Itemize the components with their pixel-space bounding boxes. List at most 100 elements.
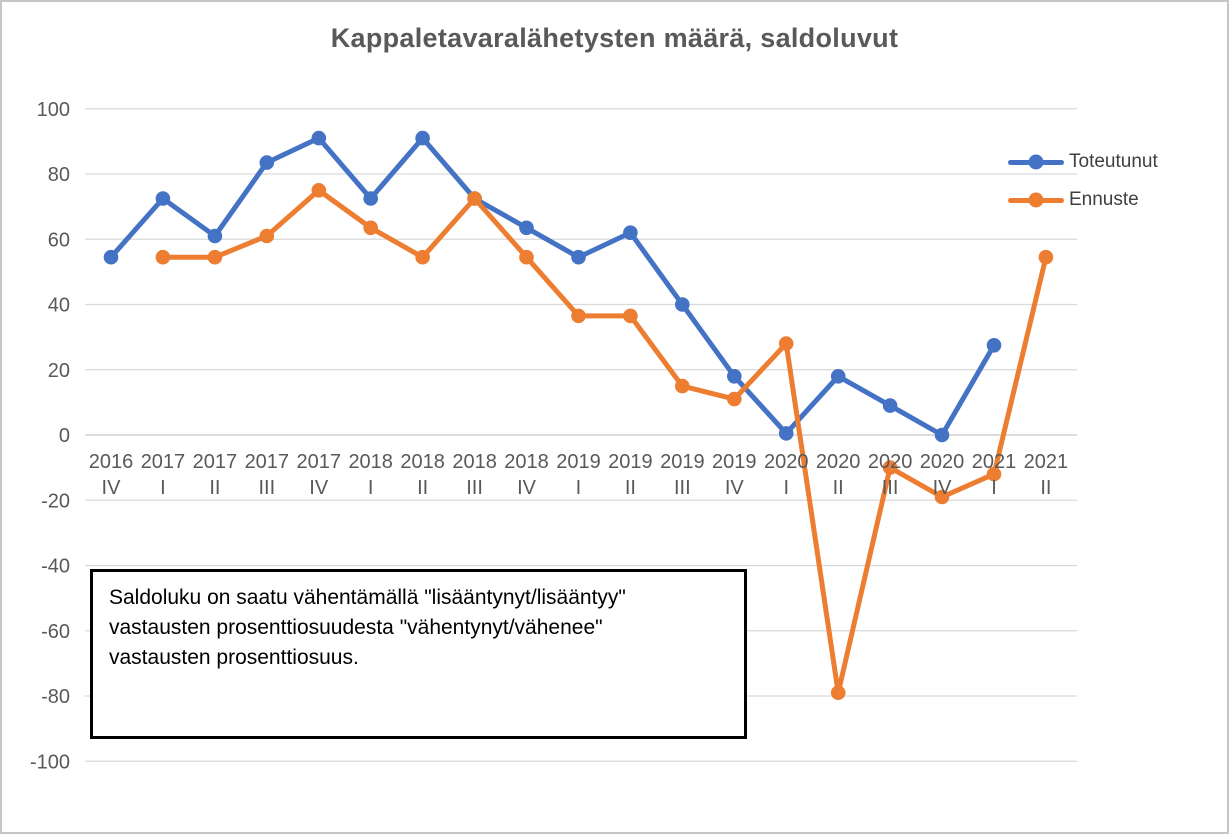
data-point-ennuste (1038, 249, 1054, 265)
annotation-line: Saldoluku on saatu vähentämällä "lisäänt… (109, 586, 626, 609)
x-tick-label-quarter: IV (725, 477, 745, 499)
y-tick-label: -40 (41, 556, 70, 578)
data-point-ennuste (571, 308, 586, 324)
data-point-ennuste (882, 460, 898, 475)
legend-item-toteutunut[interactable]: Toteutunut (1008, 143, 1158, 181)
data-point-toteutunut (986, 338, 1002, 353)
x-tick-label-quarter: III (674, 477, 691, 499)
data-point-ennuste (934, 489, 950, 505)
data-point-ennuste (519, 249, 534, 265)
x-tick-label-year: 2020 (764, 451, 809, 473)
data-point-toteutunut (571, 249, 586, 265)
chart-title: Kappaletavaralähetysten määrä, saldoluvu… (330, 23, 899, 53)
legend-label-ennuste: Ennuste (1069, 189, 1139, 210)
y-tick-label: 60 (48, 229, 70, 251)
data-point-ennuste (207, 249, 223, 265)
x-tick-label-year: 2019 (712, 451, 757, 473)
y-tick-label: -20 (41, 490, 70, 512)
data-point-ennuste (675, 378, 690, 394)
x-tick-label-year: 2019 (660, 451, 705, 473)
x-tick-label-year: 2019 (556, 451, 601, 473)
data-point-toteutunut (675, 297, 690, 312)
x-tick-label-quarter: I (576, 477, 582, 499)
y-tick-label: 40 (48, 295, 70, 317)
x-tick-label-quarter: III (258, 477, 275, 499)
data-point-ennuste (830, 685, 846, 700)
x-tick-label-quarter: I (160, 477, 166, 499)
x-tick-label-year: 2019 (608, 451, 653, 473)
data-point-ennuste (363, 220, 379, 236)
x-tick-label-quarter: III (466, 477, 483, 499)
data-point-toteutunut (363, 191, 379, 206)
x-tick-label-quarter: II (833, 477, 844, 499)
x-tick-label-quarter: II (1040, 477, 1051, 499)
legend: Toteutunut Ennuste (1008, 143, 1158, 219)
data-point-ennuste (986, 466, 1002, 482)
series-line-toteutunut (108, 135, 997, 438)
x-tick-label-year: 2020 (868, 451, 913, 473)
data-point-ennuste (727, 391, 742, 407)
data-point-toteutunut (830, 369, 846, 384)
x-tick-label-year: 2021 (972, 451, 1017, 473)
y-tick-label: -100 (30, 751, 70, 773)
data-point-toteutunut (415, 130, 430, 146)
x-tick-label-quarter: IV (517, 477, 537, 499)
data-point-ennuste (467, 191, 482, 206)
ennuste-line-marker-icon (1008, 192, 1064, 208)
x-tick-label-quarter: II (625, 477, 636, 499)
x-tick-label-quarter: IV (933, 477, 953, 499)
data-point-ennuste (155, 249, 171, 265)
x-tick-label-quarter: III (882, 477, 899, 499)
y-tick-label: -80 (41, 686, 70, 708)
data-point-toteutunut (103, 249, 119, 265)
data-point-toteutunut (727, 369, 742, 384)
series-line-ennuste (160, 187, 1049, 696)
legend-item-ennuste[interactable]: Ennuste (1008, 181, 1158, 219)
data-point-toteutunut (259, 155, 275, 170)
x-tick-label-quarter: I (783, 477, 789, 499)
data-point-toteutunut (934, 427, 950, 443)
y-tick-label: -60 (41, 621, 70, 643)
annotation-box[interactable]: Saldoluku on saatu vähentämällä "lisäänt… (90, 569, 747, 739)
x-tick-label-year: 2018 (452, 451, 497, 473)
x-tick-label-year: 2018 (348, 451, 393, 473)
x-tick-label-year: 2018 (504, 451, 549, 473)
y-tick-label: 80 (48, 164, 70, 186)
legend-label-toteutunut: Toteutunut (1069, 151, 1158, 172)
data-point-ennuste (311, 183, 327, 198)
x-tick-label-quarter: II (209, 477, 220, 499)
y-tick-label: 100 (37, 99, 70, 121)
data-point-toteutunut (778, 426, 794, 441)
x-tick-label-year: 2017 (297, 451, 342, 473)
data-point-toteutunut (155, 191, 171, 206)
toteutunut-line-marker-icon (1008, 154, 1064, 170)
data-point-toteutunut (623, 225, 638, 240)
x-tick-label-year: 2017 (141, 451, 186, 473)
x-tick-label-year: 2018 (400, 451, 445, 473)
annotation-line: vastausten prosenttiosuus. (109, 646, 359, 669)
data-point-toteutunut (207, 228, 223, 244)
data-point-ennuste (778, 336, 794, 351)
y-tick-label: 20 (48, 360, 70, 382)
x-tick-label-year: 2017 (193, 451, 238, 473)
data-point-ennuste (259, 228, 275, 244)
data-point-ennuste (415, 249, 430, 265)
x-tick-label-quarter: I (991, 477, 997, 499)
x-tick-label-quarter: IV (102, 477, 122, 499)
x-tick-label-quarter: I (368, 477, 374, 499)
x-tick-label-year: 2021 (1024, 451, 1069, 473)
x-tick-label-quarter: II (417, 477, 428, 499)
y-tick-label: 0 (59, 425, 70, 447)
x-tick-label-year: 2020 (920, 451, 965, 473)
x-tick-label-year: 2020 (816, 451, 861, 473)
annotation-line: vastausten prosenttiosuudesta "vähentyny… (109, 616, 603, 639)
data-point-ennuste (623, 308, 638, 324)
data-point-toteutunut (882, 398, 898, 413)
data-point-toteutunut (519, 220, 534, 236)
x-tick-label-quarter: IV (309, 477, 329, 499)
x-tick-label-year: 2016 (89, 451, 134, 473)
x-tick-label-year: 2017 (245, 451, 290, 473)
data-point-toteutunut (311, 130, 327, 146)
